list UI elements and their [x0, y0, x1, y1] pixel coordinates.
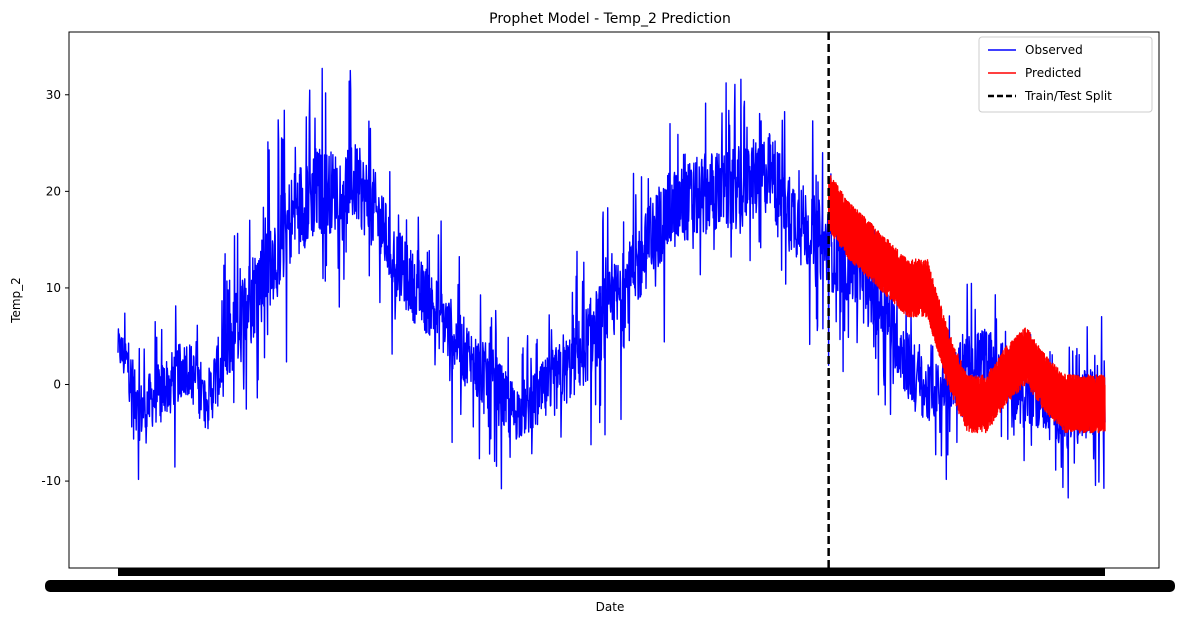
legend-label: Observed — [1025, 43, 1083, 57]
y-tick-label: 10 — [46, 281, 61, 295]
y-tick-label: 0 — [53, 378, 61, 392]
legend: Observed Predicted Train/Test Split — [978, 36, 1153, 113]
y-tick-label: 20 — [46, 184, 61, 198]
x-axis-label: Date — [596, 600, 625, 614]
legend-label: Train/Test Split — [1024, 89, 1112, 103]
plot-frame — [68, 31, 1160, 569]
observed-series — [117, 67, 1106, 499]
x-tick-band — [45, 568, 1175, 592]
legend-label: Predicted — [1025, 66, 1081, 80]
predicted-line — [827, 175, 1106, 434]
y-ticks: -10 0 10 20 30 — [41, 88, 69, 488]
x-tick-marks — [118, 568, 1105, 576]
observed-line — [117, 67, 1106, 499]
chart-title: Prophet Model - Temp_2 Prediction — [489, 11, 731, 27]
y-axis-label: Temp_2 — [9, 277, 23, 324]
predicted-series — [827, 175, 1106, 434]
y-tick-label: 30 — [46, 88, 61, 102]
legend-box — [978, 36, 1153, 113]
x-tick-labels-overplotted — [45, 580, 1175, 592]
y-tick-label: -10 — [41, 474, 61, 488]
